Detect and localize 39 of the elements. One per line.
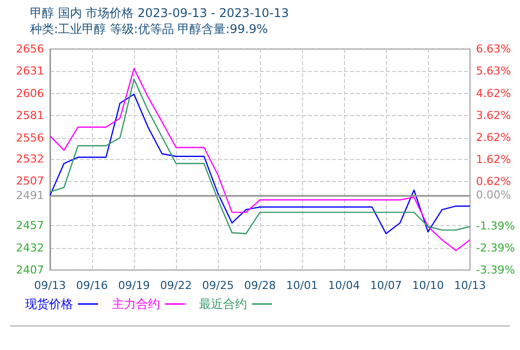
line-series (49, 68, 471, 252)
x-tick-label: 10/13 (454, 279, 486, 292)
y-tick-label: 2556 (16, 131, 44, 144)
legend-label: 主力合约 (112, 297, 160, 311)
chart-subtitle: 种类:工业甲醇 等级:优等品 甲醇含量:99.9% (30, 22, 268, 36)
y-tick-label: 2457 (16, 219, 44, 232)
y-tick-label: 2631 (16, 64, 44, 78)
legend-label: 现货价格 (25, 297, 73, 311)
x-tick-label: 10/04 (328, 279, 360, 292)
y-tick-label: 2491 (16, 188, 44, 202)
legend-label: 最近合约 (199, 297, 247, 311)
y2-tick-label: -2.39% (476, 241, 515, 254)
x-tick-label: 09/13 (34, 279, 66, 292)
y2-tick-label: 0.62% (476, 175, 511, 188)
x-tick-label: 10/01 (286, 279, 318, 292)
x-tick-label: 09/22 (160, 279, 192, 292)
y-tick-label: 2507 (16, 174, 44, 188)
x-tick-label: 10/10 (412, 279, 444, 292)
y2-tick-label: 0.00% (476, 188, 511, 202)
y2-tick-label: 4.62% (476, 86, 511, 100)
x-tick-label: 09/16 (76, 279, 108, 292)
y-tick-label: 2656 (16, 42, 44, 56)
y2-tick-label: 3.62% (476, 108, 511, 122)
y2-tick-label: 1.62% (476, 153, 511, 166)
y-tick-label: 2606 (16, 86, 44, 100)
x-tick-label: 10/07 (370, 279, 402, 292)
chart-title: 甲醇 国内 市场价格 2023-09-13 - 2023-10-13 (30, 6, 289, 20)
y-tick-label: 2532 (16, 152, 44, 166)
x-tick-label: 09/28 (244, 279, 276, 292)
x-tick-label: 09/19 (118, 279, 150, 292)
y2-tick-label: 6.63% (476, 42, 511, 56)
y2-tick-label: -3.39% (476, 264, 515, 276)
y-tick-label: 2407 (16, 264, 44, 276)
x-tick-label: 09/25 (202, 279, 234, 292)
y-tick-label: 2581 (16, 109, 44, 122)
y-tick-label: 2432 (16, 241, 44, 254)
y2-tick-label: 2.62% (476, 130, 511, 144)
y2-tick-label: 5.63% (476, 64, 511, 78)
y2-tick-label: -1.39% (476, 219, 515, 232)
